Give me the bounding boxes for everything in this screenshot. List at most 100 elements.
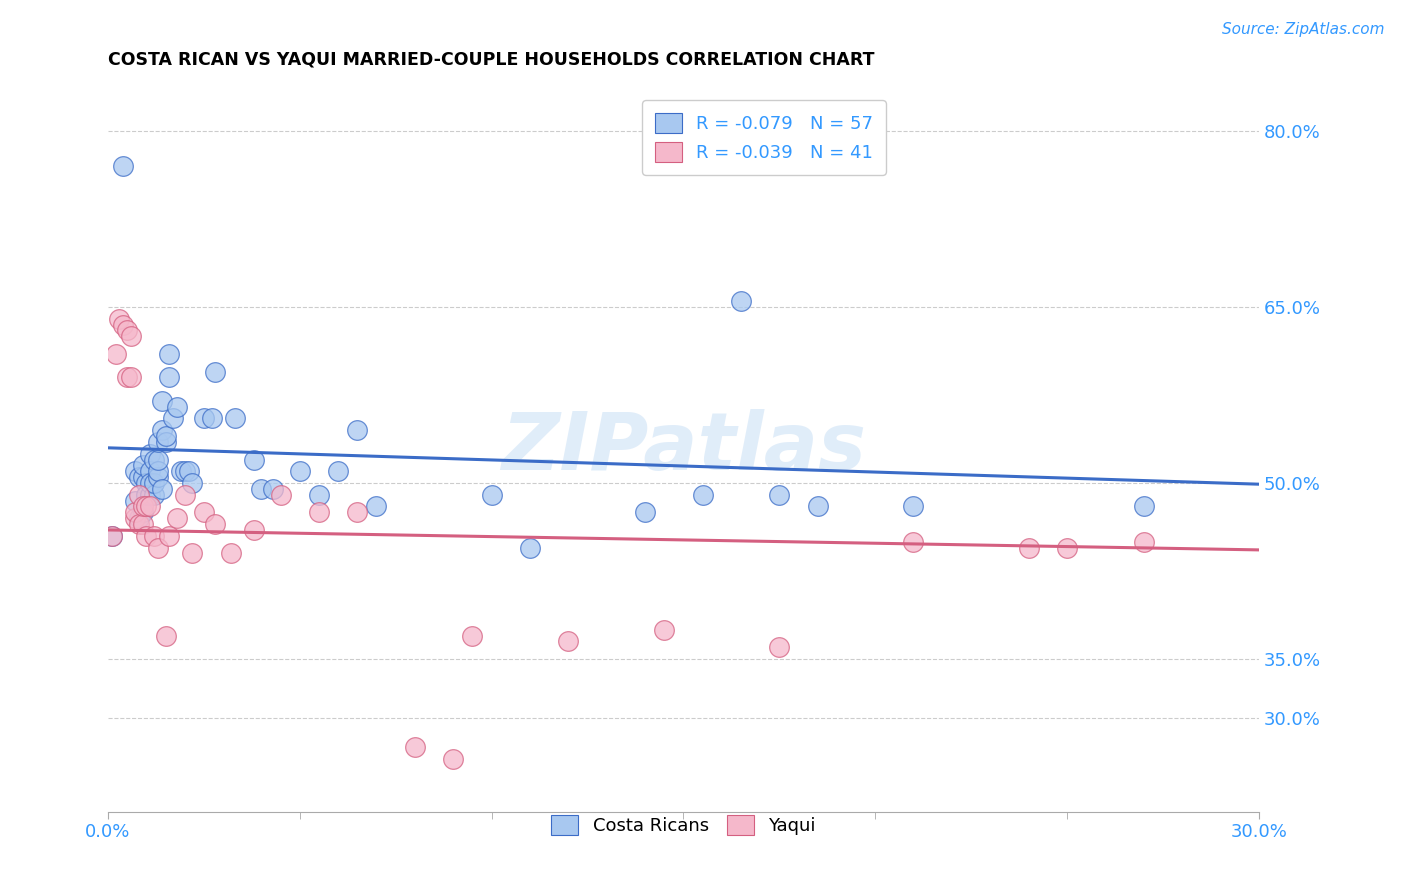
Point <box>124 464 146 478</box>
Point <box>139 475 162 490</box>
Point <box>135 500 157 514</box>
Point <box>903 500 925 514</box>
Point <box>143 452 166 467</box>
Point <box>150 393 173 408</box>
Point <box>120 329 142 343</box>
Point <box>115 324 138 338</box>
Point <box>162 411 184 425</box>
Point <box>173 464 195 478</box>
Point <box>135 488 157 502</box>
Point <box>461 628 484 642</box>
Point <box>128 488 150 502</box>
Point <box>120 370 142 384</box>
Point <box>131 458 153 473</box>
Text: Source: ZipAtlas.com: Source: ZipAtlas.com <box>1222 22 1385 37</box>
Point <box>139 447 162 461</box>
Legend: Costa Ricans, Yaqui: Costa Ricans, Yaqui <box>544 808 823 842</box>
Point <box>807 500 830 514</box>
Text: ZIPatlas: ZIPatlas <box>501 409 866 487</box>
Point <box>441 752 464 766</box>
Point <box>557 634 579 648</box>
Point <box>112 159 135 173</box>
Point <box>155 429 177 443</box>
Point <box>346 423 368 437</box>
Point <box>150 482 173 496</box>
Point <box>224 411 246 425</box>
Point <box>768 488 790 502</box>
Point <box>101 529 124 543</box>
Point <box>108 311 131 326</box>
Point <box>112 318 135 332</box>
Point <box>173 488 195 502</box>
Point <box>193 505 215 519</box>
Point <box>155 434 177 449</box>
Point <box>366 500 388 514</box>
Point <box>128 517 150 532</box>
Point <box>146 464 169 478</box>
Point <box>128 511 150 525</box>
Point <box>124 493 146 508</box>
Point <box>143 475 166 490</box>
Point <box>177 464 200 478</box>
Point <box>143 488 166 502</box>
Point <box>519 541 541 555</box>
Point <box>170 464 193 478</box>
Point <box>131 500 153 514</box>
Point <box>346 505 368 519</box>
Point <box>219 546 242 560</box>
Point <box>166 400 188 414</box>
Point <box>634 505 657 519</box>
Point <box>181 475 204 490</box>
Point <box>139 500 162 514</box>
Point <box>730 294 752 309</box>
Point <box>181 546 204 560</box>
Point <box>308 488 330 502</box>
Point <box>1132 500 1154 514</box>
Point <box>652 623 675 637</box>
Point <box>193 411 215 425</box>
Point <box>308 505 330 519</box>
Point <box>200 411 222 425</box>
Point <box>481 488 503 502</box>
Point <box>131 470 153 484</box>
Point <box>135 475 157 490</box>
Point <box>146 434 169 449</box>
Point <box>204 517 226 532</box>
Point <box>242 452 264 467</box>
Point <box>143 529 166 543</box>
Point <box>157 529 180 543</box>
Point <box>146 452 169 467</box>
Point <box>146 541 169 555</box>
Point <box>768 640 790 655</box>
Point <box>146 470 169 484</box>
Point <box>166 511 188 525</box>
Point <box>155 628 177 642</box>
Point <box>1132 534 1154 549</box>
Point <box>139 464 162 478</box>
Text: COSTA RICAN VS YAQUI MARRIED-COUPLE HOUSEHOLDS CORRELATION CHART: COSTA RICAN VS YAQUI MARRIED-COUPLE HOUS… <box>108 51 875 69</box>
Point <box>242 523 264 537</box>
Point <box>157 370 180 384</box>
Point <box>101 529 124 543</box>
Point <box>1056 541 1078 555</box>
Point <box>157 347 180 361</box>
Point <box>135 529 157 543</box>
Point <box>124 505 146 519</box>
Point <box>115 370 138 384</box>
Point <box>204 365 226 379</box>
Point <box>250 482 273 496</box>
Point <box>903 534 925 549</box>
Point <box>139 488 162 502</box>
Point <box>404 739 426 754</box>
Point <box>131 517 153 532</box>
Point <box>124 511 146 525</box>
Point <box>270 488 292 502</box>
Point <box>131 505 153 519</box>
Point <box>262 482 284 496</box>
Point <box>692 488 714 502</box>
Point <box>104 347 127 361</box>
Point <box>1018 541 1040 555</box>
Point <box>288 464 311 478</box>
Point <box>128 470 150 484</box>
Point <box>150 423 173 437</box>
